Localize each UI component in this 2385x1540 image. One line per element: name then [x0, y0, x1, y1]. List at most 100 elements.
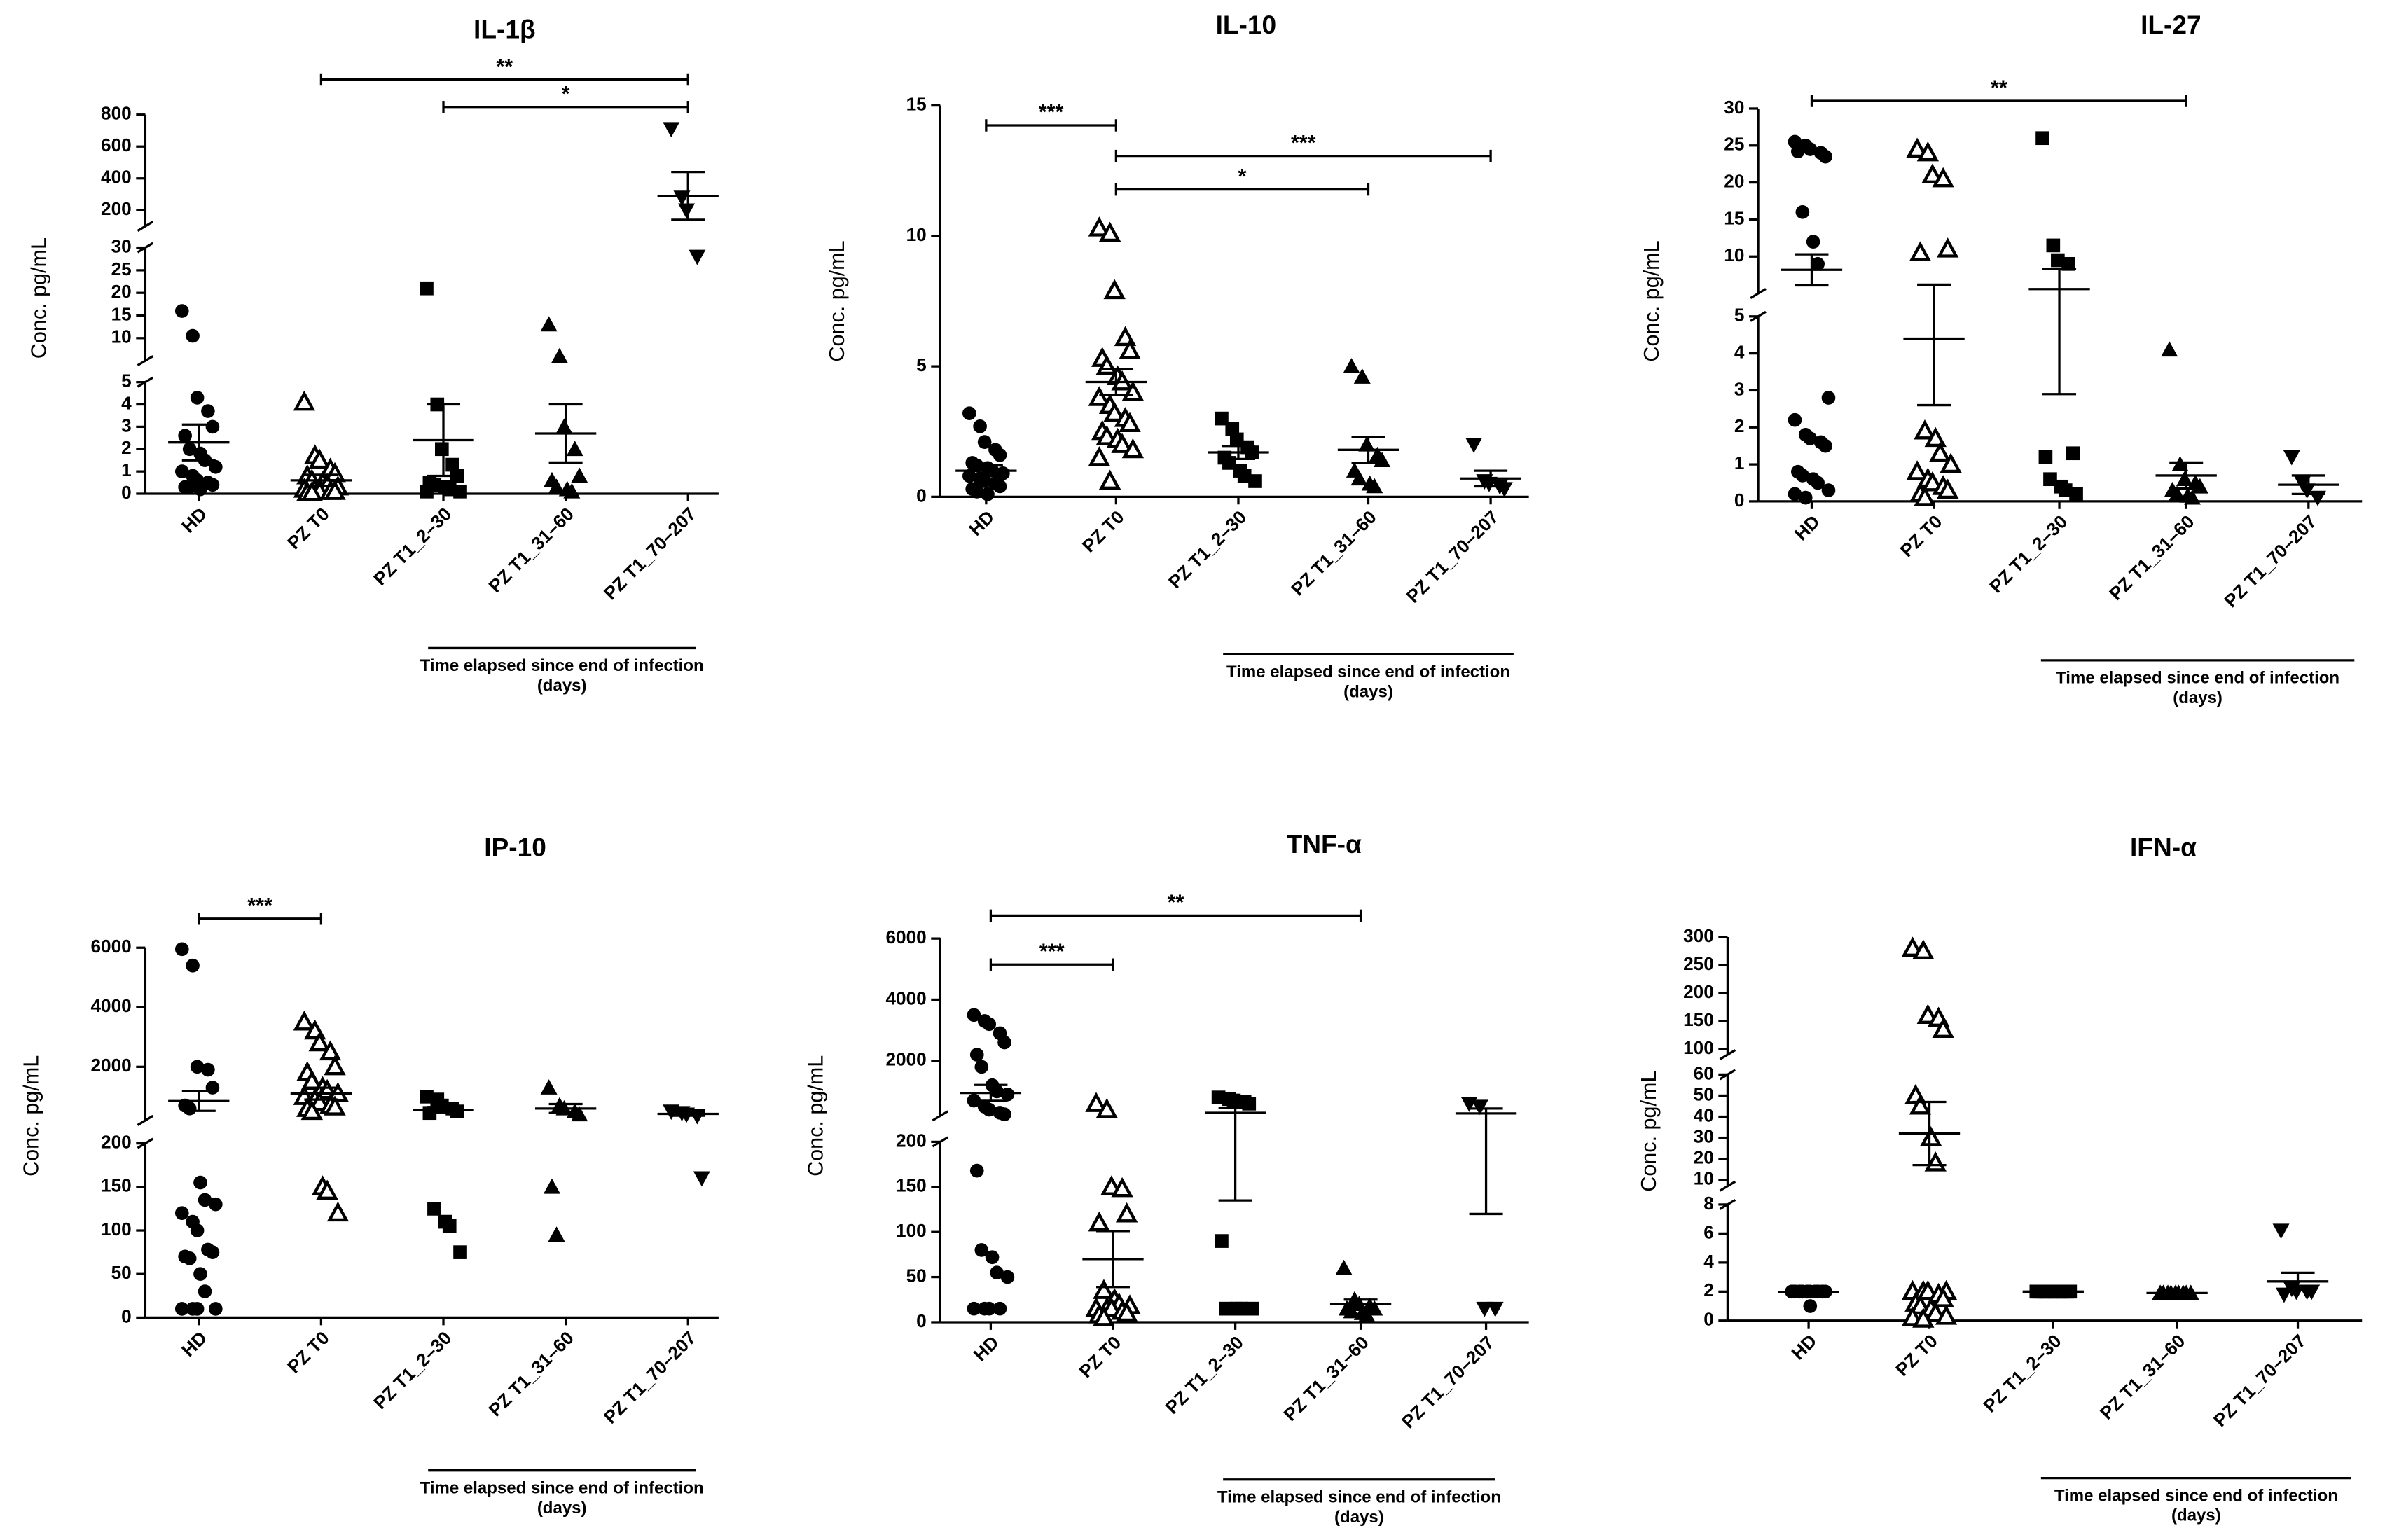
- data-point: [673, 190, 691, 207]
- y-tick-label: 4: [1703, 1251, 1714, 1272]
- y-tick-label: 6000: [885, 927, 926, 948]
- data-point: [198, 1193, 212, 1207]
- x-tick-label: PZ T1_2–30: [1985, 511, 2071, 597]
- y-tick-label: 20: [111, 281, 132, 302]
- panel: IP-10 Conc. pg/mL 0 50 100 150 200 2000 4000 6000…: [20, 832, 719, 1518]
- y-tick-label: 250: [1683, 953, 1714, 974]
- data-point: [969, 1048, 984, 1062]
- data-point: [308, 1031, 331, 1052]
- y-tick-label: 4000: [885, 987, 926, 1008]
- y-tick-label: 0: [121, 482, 132, 503]
- x-tick-label: HD: [969, 1332, 1003, 1366]
- data-point: [316, 1179, 338, 1200]
- data-point: [308, 448, 331, 469]
- x-tick-label: HD: [1790, 511, 1824, 544]
- data-point: [1909, 1094, 1932, 1115]
- y-tick-label: 4000: [90, 995, 131, 1016]
- data-point: [1366, 478, 1383, 494]
- data-point: [967, 1093, 981, 1108]
- y-tick-label: 6000: [90, 936, 131, 957]
- y-tick-label: 10: [906, 224, 927, 245]
- data-point: [1226, 1093, 1241, 1108]
- data-point: [997, 1107, 1011, 1121]
- data-point: [1909, 1294, 1932, 1315]
- significance-label: ***: [1039, 100, 1064, 124]
- data-point: [293, 390, 316, 411]
- data-point: [977, 435, 992, 449]
- data-point: [1916, 1279, 1940, 1300]
- data-point: [2061, 256, 2075, 271]
- y-tick-label: 2000: [90, 1055, 131, 1076]
- data-point: [1111, 433, 1133, 453]
- y-tick-label: 150: [101, 1175, 132, 1196]
- data-point: [308, 1090, 331, 1111]
- data-point: [300, 480, 324, 501]
- x-tick-label: PZ T0: [283, 1327, 333, 1378]
- data-point: [205, 478, 220, 492]
- y-tick-label: 25: [111, 258, 132, 279]
- data-point: [1914, 419, 1936, 440]
- data-point: [1932, 167, 1954, 188]
- data-point: [1811, 476, 1825, 490]
- y-tick-label: 10: [1694, 1168, 1714, 1189]
- data-point: [1343, 358, 1360, 373]
- y-tick-label: 30: [1694, 1125, 1714, 1146]
- data-point: [324, 480, 346, 500]
- group-label: Time elapsed since end of infection: [1226, 663, 1510, 681]
- y-tick-label: 100: [1683, 1037, 1714, 1058]
- data-point: [319, 1040, 342, 1061]
- y-tick-label: 20: [1694, 1147, 1714, 1168]
- data-point: [1115, 1202, 1138, 1223]
- data-point: [1486, 1301, 1504, 1317]
- data-point: [2288, 1284, 2305, 1300]
- data-point: [1225, 422, 1240, 436]
- significance-label: *: [562, 82, 570, 106]
- x-tick-label: PZ T1_31–60: [1287, 506, 1380, 599]
- data-point: [555, 418, 573, 434]
- y-tick-label: 5: [916, 354, 927, 375]
- group-label: (days): [1343, 682, 1393, 701]
- x-tick-label: PZ T1_70–207: [1402, 506, 1503, 607]
- data-point: [967, 1301, 981, 1316]
- data-point: [174, 942, 189, 957]
- data-point: [1811, 256, 1825, 271]
- data-point: [982, 1102, 997, 1117]
- x-tick-label: PZ T1_31–60: [1280, 1332, 1373, 1425]
- data-point: [1121, 438, 1145, 459]
- y-tick-label: 0: [916, 485, 927, 506]
- data-point: [1350, 470, 1368, 486]
- significance-label: ***: [1291, 131, 1316, 155]
- axis-break: [932, 1110, 949, 1122]
- data-point: [540, 1079, 558, 1095]
- data-point: [1248, 474, 1262, 488]
- panel-title: IL-10: [1216, 10, 1277, 39]
- group-label: Time elapsed since end of infection: [1217, 1488, 1501, 1507]
- axis-break: [137, 1114, 154, 1126]
- data-point: [990, 1265, 1004, 1279]
- y-tick-label: 15: [1724, 207, 1744, 228]
- data-point: [174, 304, 189, 318]
- data-point: [1245, 1301, 1259, 1316]
- data-point: [2272, 1223, 2290, 1240]
- data-point: [445, 457, 459, 472]
- data-point: [1234, 1301, 1249, 1316]
- data-point: [689, 249, 706, 265]
- data-point: [1798, 490, 1813, 505]
- data-point: [981, 487, 995, 501]
- data-point: [1088, 1211, 1111, 1232]
- data-point: [182, 480, 197, 494]
- data-point: [993, 448, 1007, 462]
- data-point: [2035, 131, 2049, 146]
- data-point: [2046, 238, 2061, 253]
- y-tick-label: 30: [1724, 97, 1744, 118]
- y-tick-label: 100: [896, 1220, 927, 1241]
- data-point: [1476, 1301, 1493, 1317]
- data-point: [548, 478, 565, 494]
- y-tick-label: 800: [101, 103, 132, 124]
- data-point: [1924, 426, 1947, 448]
- y-tick-label: 150: [1683, 1009, 1714, 1030]
- data-point: [198, 1284, 212, 1298]
- data-point: [2303, 1284, 2321, 1300]
- data-point: [1932, 1287, 1954, 1307]
